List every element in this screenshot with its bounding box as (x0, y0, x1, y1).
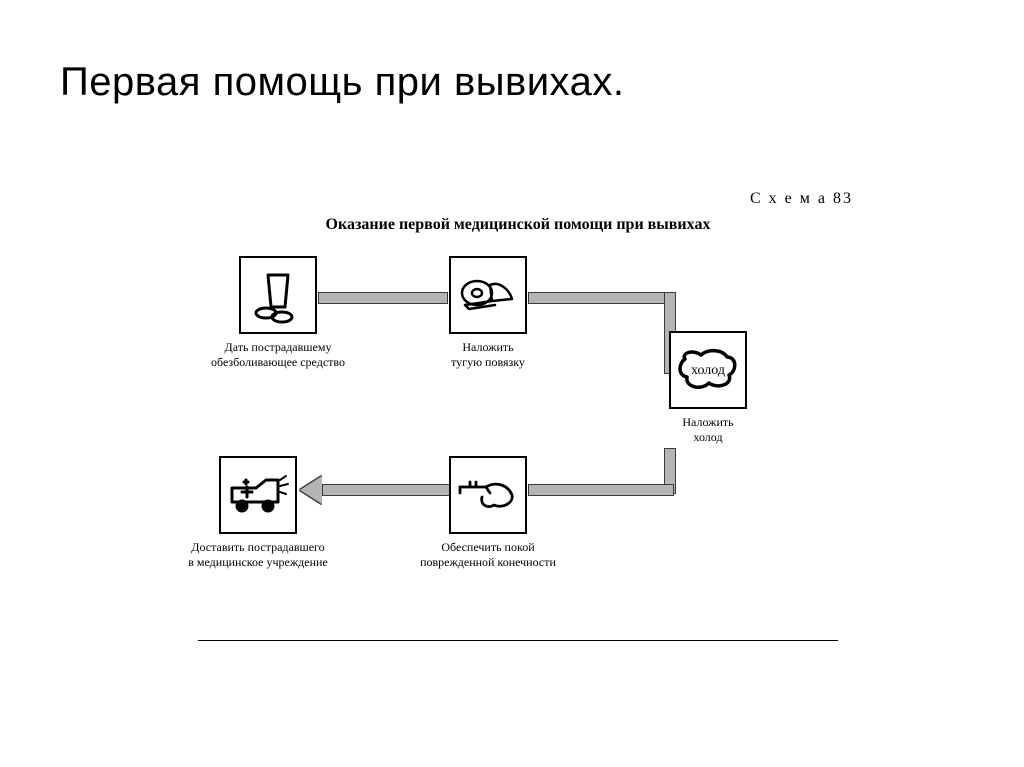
node-caption: Дать пострадавшему обезболивающее средст… (188, 340, 368, 370)
node-caption: Доставить пострадавшего в медицинское уч… (168, 540, 348, 570)
bottom-rule (198, 640, 838, 641)
node-rest-limb: Обеспечить покой поврежденной конечности (398, 456, 578, 570)
ambulance-icon (219, 456, 297, 534)
flowchart-stage: Дать пострадавшему обезболивающее средст… (198, 250, 838, 620)
diagram-subtitle: Оказание первой медицинской помощи при в… (178, 216, 858, 234)
limb-rest-icon (449, 456, 527, 534)
painkiller-icon (239, 256, 317, 334)
bandage-icon (449, 256, 527, 334)
node-bandage: Наложить тугую повязку (398, 256, 578, 370)
node-cold: холод Наложить холод (618, 331, 798, 445)
cold-pack-icon: холод (669, 331, 747, 409)
node-caption: Обеспечить покой поврежденной конечности (398, 540, 578, 570)
node-hospital: Доставить пострадавшего в медицинское уч… (168, 456, 348, 570)
node-caption: Наложить холод (618, 415, 798, 445)
node-painkiller: Дать пострадавшему обезболивающее средст… (188, 256, 368, 370)
node-caption: Наложить тугую повязку (398, 340, 578, 370)
slide: Первая помощь при вывихах. С х е м а 83 … (0, 0, 1024, 767)
scheme-number-label: С х е м а 83 (750, 190, 853, 208)
slide-title: Первая помощь при вывихах. (60, 60, 964, 105)
svg-text:холод: холод (691, 363, 725, 378)
